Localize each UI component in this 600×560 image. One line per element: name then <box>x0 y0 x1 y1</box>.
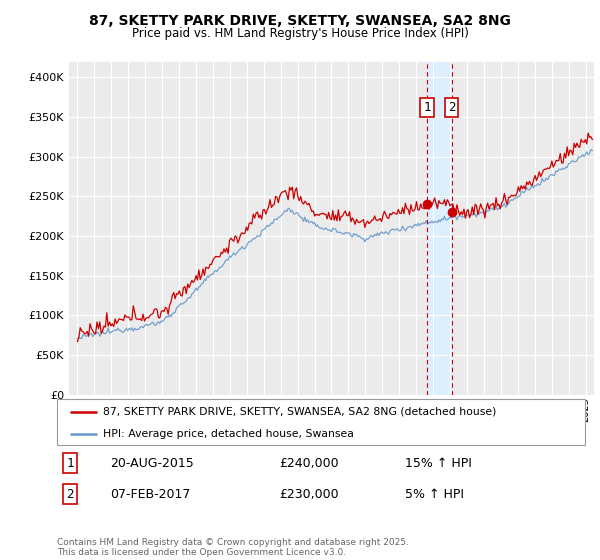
Text: 15% ↑ HPI: 15% ↑ HPI <box>406 457 472 470</box>
Text: 1: 1 <box>67 457 74 470</box>
Text: HPI: Average price, detached house, Swansea: HPI: Average price, detached house, Swan… <box>103 429 355 438</box>
Text: 2: 2 <box>448 101 455 114</box>
FancyBboxPatch shape <box>57 399 585 445</box>
Text: £230,000: £230,000 <box>279 488 338 501</box>
Text: 07-FEB-2017: 07-FEB-2017 <box>110 488 190 501</box>
Text: £240,000: £240,000 <box>279 457 338 470</box>
Text: 87, SKETTY PARK DRIVE, SKETTY, SWANSEA, SA2 8NG: 87, SKETTY PARK DRIVE, SKETTY, SWANSEA, … <box>89 14 511 28</box>
Text: 5% ↑ HPI: 5% ↑ HPI <box>406 488 464 501</box>
Text: 87, SKETTY PARK DRIVE, SKETTY, SWANSEA, SA2 8NG (detached house): 87, SKETTY PARK DRIVE, SKETTY, SWANSEA, … <box>103 407 497 417</box>
Bar <box>427 62 452 395</box>
Text: Price paid vs. HM Land Registry's House Price Index (HPI): Price paid vs. HM Land Registry's House … <box>131 27 469 40</box>
Text: 20-AUG-2015: 20-AUG-2015 <box>110 457 194 470</box>
Text: 2: 2 <box>67 488 74 501</box>
Text: Contains HM Land Registry data © Crown copyright and database right 2025.
This d: Contains HM Land Registry data © Crown c… <box>57 538 409 557</box>
Text: 1: 1 <box>423 101 431 114</box>
